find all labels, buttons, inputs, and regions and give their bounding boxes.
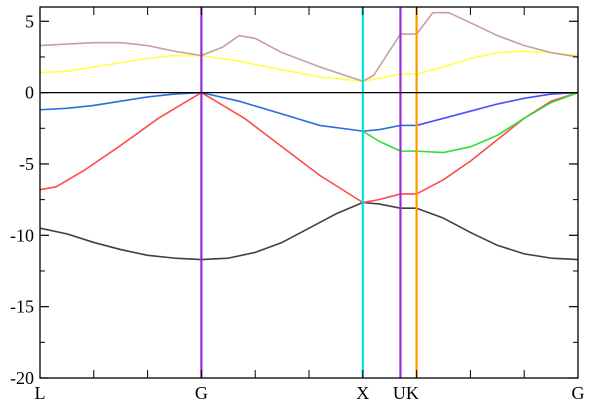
x-tick-label-2: G <box>195 383 208 403</box>
y-tick-label: 0 <box>25 83 34 103</box>
x-tick-label-1: L <box>35 383 46 403</box>
y-tick-label: -5 <box>19 154 34 174</box>
x-axis-ticks: L G X UK G <box>35 7 585 403</box>
y-tick-label: -10 <box>10 225 34 245</box>
x-tick-label-4: UK <box>393 383 419 403</box>
band-line-1 <box>39 201 579 261</box>
band-line-3 <box>39 91 417 132</box>
y-axis-ticks: 5 0 -5 -10 -15 -20 <box>10 11 578 388</box>
plot-background <box>40 7 578 378</box>
y-tick-label: -15 <box>10 297 34 317</box>
band-line-4 <box>416 91 579 127</box>
y-tick-label: -20 <box>10 368 34 388</box>
x-tick-label-3: X <box>356 383 369 403</box>
y-tick-label: 5 <box>25 11 34 31</box>
kpoint-markers <box>200 7 418 378</box>
plot-area <box>40 7 578 378</box>
band-line-6 <box>39 50 579 82</box>
x-tick-label-5: G <box>572 383 585 403</box>
band-line-5 <box>362 91 579 154</box>
band-line-7 <box>39 11 579 82</box>
